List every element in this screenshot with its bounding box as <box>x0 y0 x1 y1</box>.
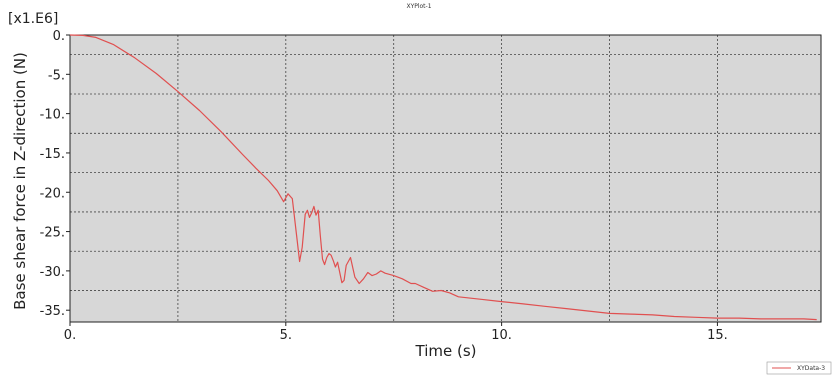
y-tick-label: -25. <box>40 226 65 241</box>
x-tick-label: 10. <box>491 328 512 343</box>
series-line-1 <box>69 34 817 321</box>
y-tick-label: -10. <box>40 108 65 123</box>
plot-area <box>69 34 822 323</box>
chart-title: XYPlot-1 <box>406 3 431 10</box>
x-axis-label: Time (s) <box>415 342 477 360</box>
plot-background <box>70 35 821 322</box>
y-axis-ticks: 0. -5. -10. -15. -20. -25. -30. -35. <box>40 29 70 319</box>
y-tick-label: 0. <box>53 29 65 44</box>
x-axis-ticks: 0. 5. 10. 15. <box>64 322 728 343</box>
y-multiplier-label: [x1.E6] <box>8 11 58 27</box>
x-tick-label: 15. <box>707 328 728 343</box>
y-axis-label: Base shear force in Z-direction (N) <box>11 52 29 310</box>
y-tick-label: -35. <box>40 304 65 319</box>
legend: XYData-3 <box>766 361 832 375</box>
x-tick-label: 5. <box>280 328 292 343</box>
series-layer <box>69 34 817 321</box>
plot-frame <box>69 34 822 323</box>
gridlines <box>70 35 821 322</box>
x-tick-label: 0. <box>64 328 76 343</box>
legend-box <box>766 361 832 375</box>
y-tick-label: -30. <box>40 265 65 280</box>
y-tick-label: -20. <box>40 186 65 201</box>
y-tick-label: -15. <box>40 147 65 162</box>
y-tick-label: -5. <box>48 68 65 83</box>
legend-label: XYData-3 <box>797 365 825 372</box>
